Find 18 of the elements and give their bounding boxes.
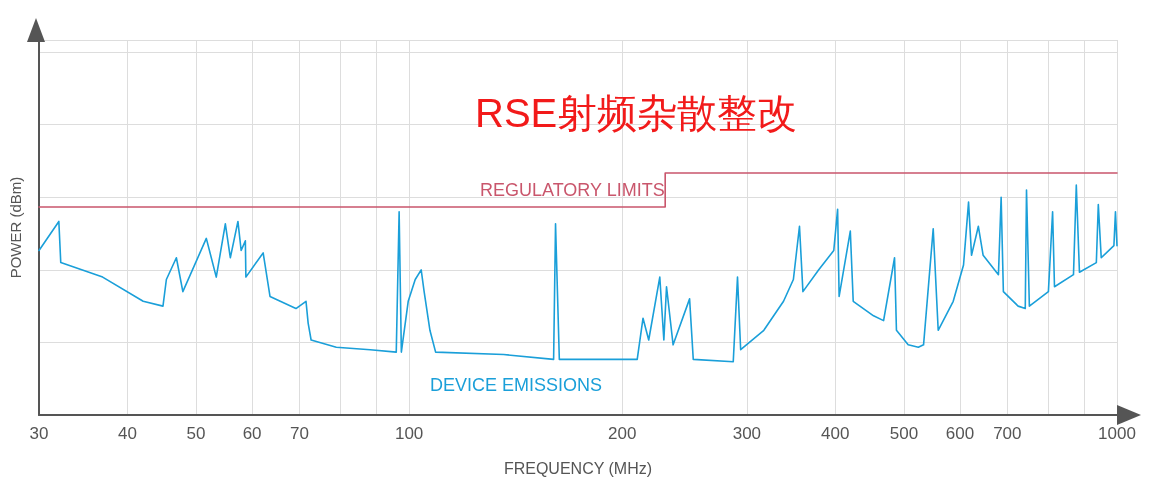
x-tick-label: 600: [945, 424, 975, 443]
x-tick-label: 70: [290, 424, 309, 443]
x-tick-label: 1000: [1098, 424, 1136, 443]
y-axis-title: POWER (dBm): [7, 176, 24, 279]
x-axis-title: FREQUENCY (MHz): [503, 459, 653, 477]
x-tick-label: 100: [394, 424, 424, 443]
series-label: DEVICE EMISSIONS: [430, 375, 603, 395]
x-tick-label: 700: [993, 424, 1022, 443]
chart-title: RSE射频杂散整改: [475, 91, 798, 135]
x-tick-label: 400: [821, 424, 850, 443]
x-tick-label: 60: [242, 424, 262, 443]
x-tick-label: 300: [732, 424, 762, 443]
x-tick-label: 40: [117, 424, 137, 443]
x-tick-label: 200: [608, 424, 637, 443]
x-tick-label: 50: [186, 424, 206, 443]
x-tick-label: 30: [29, 424, 49, 443]
x-tick-label: 500: [889, 424, 919, 443]
series-label: REGULATORY LIMITS: [480, 180, 665, 200]
